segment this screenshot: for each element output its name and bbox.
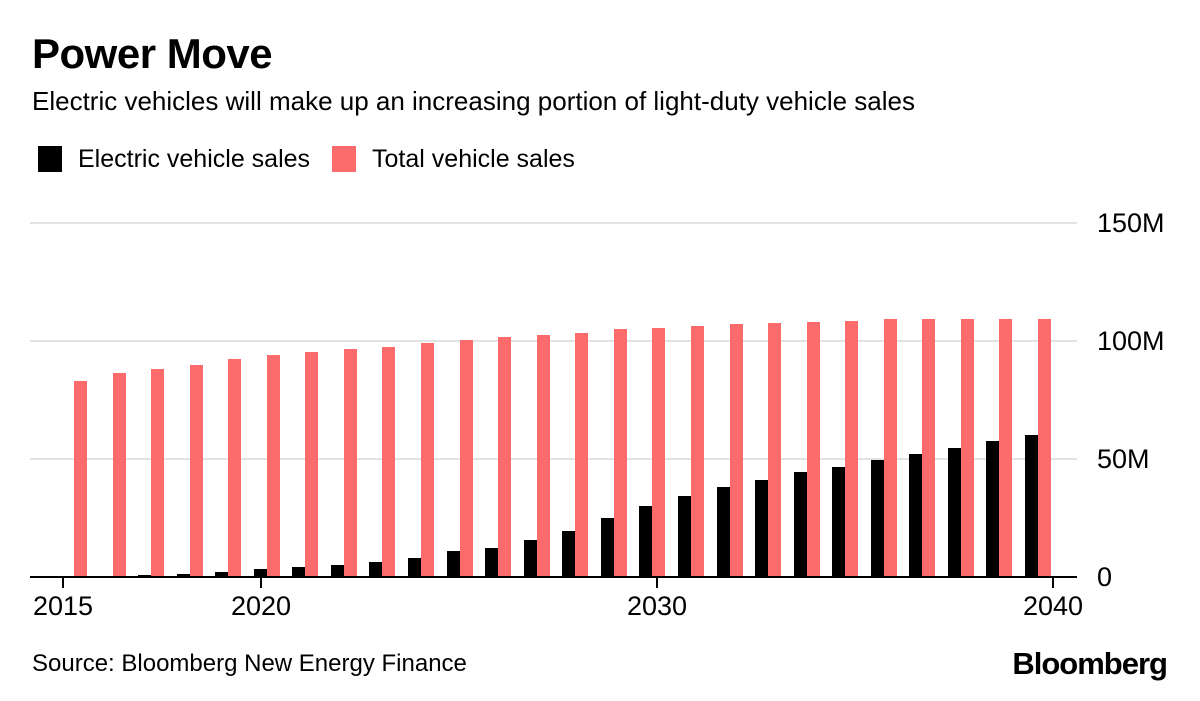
total-sales-bar-2022 (343, 349, 357, 577)
ev-sales-bar-2024 (408, 558, 422, 577)
ev-sales-bar-2034 (793, 471, 807, 577)
x-axis-tick-2015 (62, 578, 64, 588)
total-sales-bar-2032 (729, 324, 743, 577)
bloomberg-logo: Bloomberg (1012, 646, 1168, 681)
total-sales-bar-2040 (1038, 318, 1051, 577)
x-axis-label-2020: 2020 (230, 591, 292, 621)
legend-swatch-black-icon (38, 146, 62, 172)
ev-sales-bar-2019 (215, 571, 229, 577)
total-sales-bar-2035 (845, 320, 859, 577)
total-sales-bar-2023 (382, 346, 396, 577)
y-axis-label-150M: 150M (1097, 207, 1165, 238)
total-sales-bar-2034 (806, 322, 820, 577)
total-sales-bar-2017 (151, 369, 165, 577)
total-sales-bar-2027 (536, 335, 550, 577)
ev-sales-bar-2020 (253, 569, 267, 577)
ev-sales-bar-2040 (1025, 435, 1038, 577)
ev-sales-bar-2018 (176, 573, 190, 577)
total-sales-bar-2038 (960, 318, 974, 577)
ev-sales-bar-2021 (292, 566, 306, 577)
legend-item-total-vehicle-sales: Total vehicle sales (332, 145, 575, 174)
total-sales-bar-2029 (613, 329, 627, 577)
total-sales-bar-2033 (768, 323, 782, 577)
ev-sales-bar-2028 (562, 530, 576, 577)
x-axis-label-2030: 2030 (626, 591, 688, 621)
total-sales-bar-2024 (421, 343, 435, 577)
chart-legend: Electric vehicle sales Total vehicle sal… (38, 145, 597, 174)
gridline-50M (30, 458, 1077, 460)
total-sales-bar-2020 (266, 355, 280, 577)
y-axis-label-0: 0 (1097, 561, 1113, 592)
total-sales-bar-2018 (189, 364, 203, 577)
ev-sales-bar-2033 (755, 480, 769, 577)
legend-label-total-vehicle-sales: Total vehicle sales (372, 144, 575, 173)
ev-sales-bar-2023 (369, 561, 383, 577)
x-axis-label-2015: 2015 (32, 591, 94, 621)
total-sales-bar-2016 (112, 372, 126, 577)
ev-sales-bar-2029 (600, 518, 614, 577)
total-sales-bar-2037 (922, 318, 936, 577)
chart-subtitle: Electric vehicles will make up an increa… (32, 86, 915, 116)
y-axis-label-100M: 100M (1097, 325, 1165, 356)
legend-item-electric-vehicle-sales: Electric vehicle sales (38, 145, 310, 174)
x-axis-tick-2020 (260, 578, 262, 588)
total-sales-bar-2030 (652, 328, 666, 577)
x-axis-tick-2040 (1052, 578, 1054, 588)
ev-sales-bar-2036 (870, 460, 884, 577)
ev-sales-bar-2037 (909, 454, 923, 577)
chart-title: Power Move (32, 30, 273, 77)
y-axis-label-50M: 50M (1097, 443, 1150, 474)
legend-swatch-red-icon (332, 146, 357, 172)
ev-sales-bar-2032 (716, 487, 730, 577)
ev-sales-bar-2030 (639, 506, 653, 577)
ev-sales-bar-2035 (832, 467, 846, 577)
ev-sales-bar-2027 (523, 540, 537, 577)
total-sales-bar-2019 (228, 358, 242, 577)
x-axis-label-2040: 2040 (1022, 591, 1084, 621)
legend-label-electric-vehicle-sales: Electric vehicle sales (78, 144, 311, 173)
ev-sales-bar-2031 (677, 495, 691, 577)
ev-sales-bar-2038 (947, 448, 961, 577)
ev-sales-bar-2025 (446, 551, 460, 577)
total-sales-bar-2015 (74, 381, 87, 577)
source-note: Source: Bloomberg New Energy Finance (32, 650, 467, 677)
gridline-150M (30, 222, 1077, 224)
ev-sales-bar-2039 (986, 441, 1000, 577)
gridline-100M (30, 340, 1077, 342)
total-sales-bar-2039 (999, 318, 1013, 577)
total-sales-bar-2036 (883, 318, 897, 577)
x-axis-tick-2030 (656, 578, 658, 588)
ev-sales-bar-2022 (330, 564, 344, 577)
total-sales-bar-2026 (498, 337, 512, 577)
x-axis-line (30, 575, 1077, 578)
total-sales-bar-2021 (305, 351, 319, 577)
total-sales-bar-2031 (690, 325, 704, 577)
total-sales-bar-2028 (575, 332, 589, 577)
ev-sales-bar-2026 (485, 547, 499, 577)
total-sales-bar-2025 (459, 339, 473, 577)
